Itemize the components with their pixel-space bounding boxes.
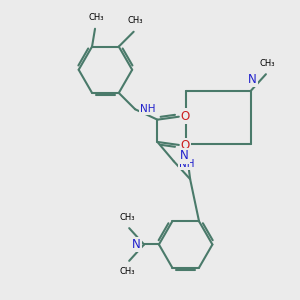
Text: CH₃: CH₃ [120,267,136,276]
Text: N: N [248,73,257,86]
Text: N: N [180,149,189,162]
Text: N: N [132,238,140,251]
Text: CH₃: CH₃ [120,213,136,222]
Text: NH: NH [179,159,195,169]
Text: O: O [181,110,190,123]
Text: O: O [181,139,190,152]
Text: CH₃: CH₃ [128,16,143,25]
Text: CH₃: CH₃ [260,59,275,68]
Text: NH: NH [140,104,156,114]
Text: CH₃: CH₃ [89,13,104,22]
